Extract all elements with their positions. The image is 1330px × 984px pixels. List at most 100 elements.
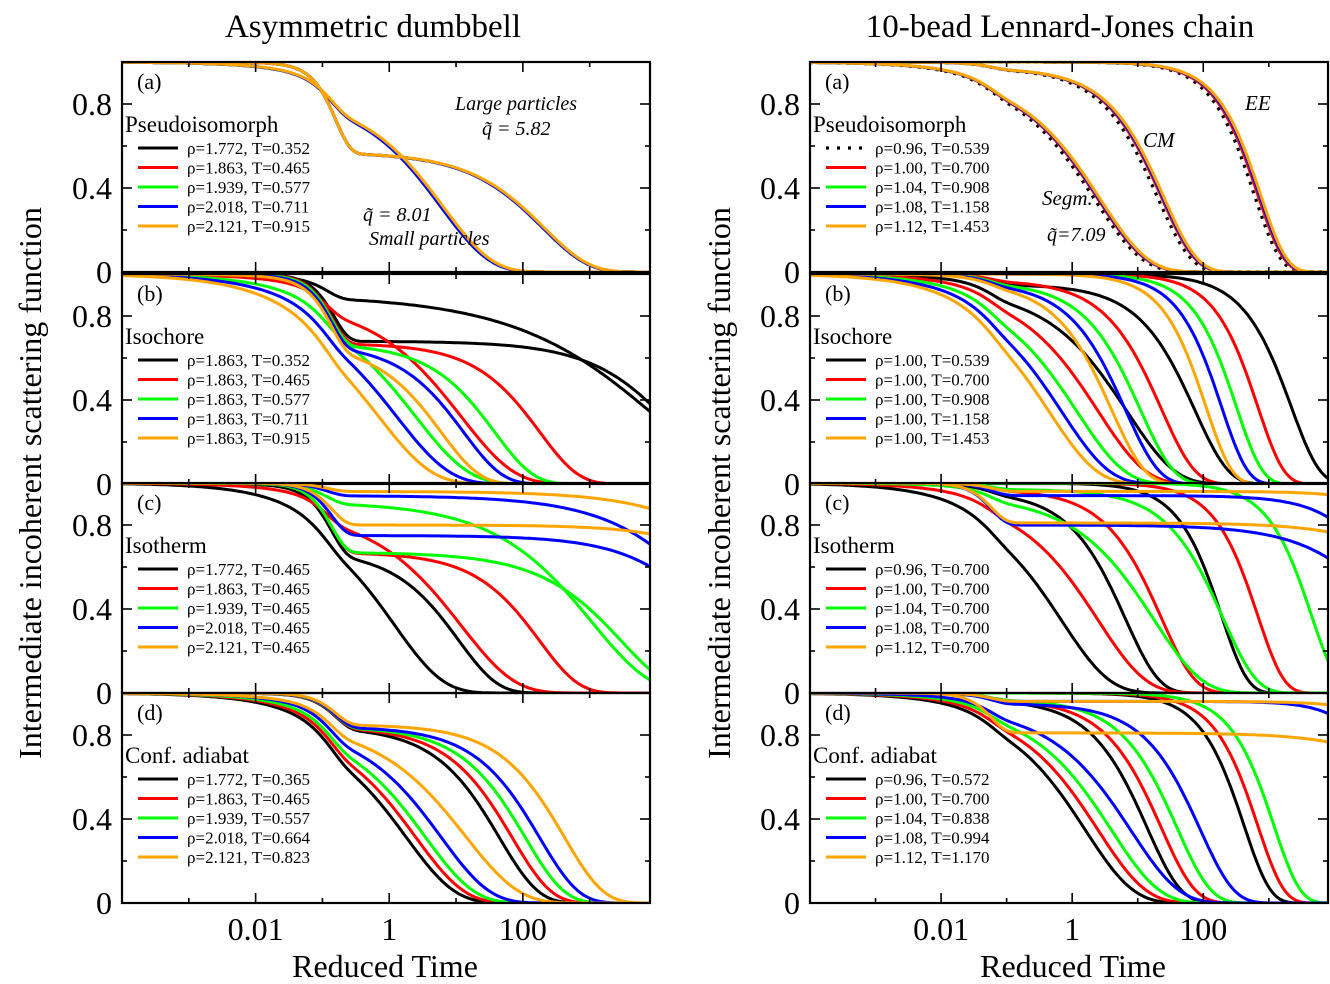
annotation: Segm.: [1042, 186, 1093, 210]
y-tick-label: 0.4: [72, 591, 112, 627]
y-tick-label: 0: [784, 885, 800, 921]
legend-label: ρ=0.96, T=0.572: [875, 770, 990, 789]
legend-label: ρ=1.939, T=0.465: [187, 599, 310, 618]
series-line-5-curve-1: [810, 274, 1328, 484]
y-tick-label: 0.8: [72, 298, 112, 334]
legend-label: ρ=1.772, T=0.352: [187, 139, 310, 158]
x-tick-label: 1: [1064, 911, 1080, 947]
series-line-5-curve-2: [122, 693, 650, 903]
legend-label: ρ=1.863, T=0.465: [187, 790, 310, 809]
series-line-5-curve-2: [122, 483, 650, 536]
x-tick-label: 100: [499, 911, 547, 947]
panel-name: Pseudoisomorph: [125, 112, 279, 137]
right-figure-title: 10-bead Lennard-Jones chain: [866, 9, 1255, 45]
y-tick-label: 0.8: [72, 717, 112, 753]
legend-label: ρ=0.96, T=0.539: [875, 139, 990, 158]
series-line-2-curve-1: [810, 274, 1328, 484]
panel-tag: (d): [825, 700, 851, 725]
panel-name: Conf. adiabat: [813, 743, 938, 768]
x-tick-label: 100: [1179, 911, 1227, 947]
annotation: q̃ = 5.82: [482, 118, 551, 140]
series-line-5-curve-1: [810, 62, 1328, 272]
y-tick-label: 0: [96, 466, 112, 502]
y-tick-label: 0: [96, 885, 112, 921]
series-line-4-curve-2: [122, 693, 650, 903]
legend-label: ρ=2.121, T=0.915: [187, 217, 310, 236]
legend-label: ρ=1.863, T=0.915: [187, 429, 310, 448]
legend-label: ρ=2.121, T=0.465: [187, 638, 310, 657]
legend-label: ρ=1.863, T=0.465: [187, 580, 310, 599]
y-tick-label: 0.4: [760, 170, 800, 206]
x-tick-label: 0.01: [228, 911, 284, 947]
y-tick-label: 0.8: [760, 86, 800, 122]
x-tick-label: 0.01: [913, 911, 969, 947]
annotation: Large particles: [454, 93, 577, 115]
legend-label: ρ=1.00, T=1.158: [875, 410, 990, 429]
y-tick-label: 0.8: [760, 717, 800, 753]
series-line-2-curve-1: [810, 483, 1328, 693]
legend-label: ρ=1.12, T=0.700: [875, 638, 990, 657]
y-tick-label: 0.4: [760, 801, 800, 837]
panel-name: Isotherm: [813, 533, 895, 558]
panel-frame: [808, 60, 1330, 274]
panel-tag: (a): [137, 69, 161, 94]
y-tick-label: 0.4: [72, 382, 112, 418]
panel-tag: (b): [137, 281, 163, 306]
legend-label: ρ=1.863, T=0.577: [187, 390, 311, 409]
legend-label: ρ=1.863, T=0.352: [187, 351, 310, 370]
series-line-3-curve-1: [810, 274, 1328, 484]
y-tick-label: 0: [96, 254, 112, 290]
series-line-5-curve-3: [810, 274, 1328, 484]
y-tick-label: 0.4: [760, 382, 800, 418]
panel-right-c: 0 0.4 0.8 (c) Isotherm ρ=0.96, T=0.700ρ=1.00,…: [760, 481, 1330, 711]
panel-tag: (d): [137, 700, 163, 725]
series-line-4-curve-1: [122, 483, 650, 546]
y-tick-label: 0: [96, 675, 112, 711]
panel-name: Pseudoisomorph: [813, 112, 967, 137]
series-line-4-curve-1: [122, 274, 650, 484]
left-y-axis-label: Intermediate incoherent scattering funct…: [12, 207, 48, 759]
y-tick-label: 0: [784, 466, 800, 502]
annotation: q̃ = 8.01: [363, 204, 432, 226]
annotation: EE: [1244, 91, 1271, 115]
panel-tag: (c): [825, 490, 849, 515]
series-line-1-curve-3: [810, 62, 1328, 272]
panel-frame: [808, 691, 1330, 905]
legend-label: ρ=1.939, T=0.557: [187, 809, 311, 828]
series-line-3-curve-1: [122, 274, 650, 484]
annotation: CM: [1143, 128, 1176, 152]
series-line-4-curve-1: [810, 274, 1328, 484]
panel-tag: (b): [825, 281, 851, 306]
legend-label: ρ=1.00, T=0.700: [875, 580, 990, 599]
legend-label: ρ=1.863, T=0.465: [187, 371, 310, 390]
y-tick-label: 0.8: [72, 86, 112, 122]
legend-label: ρ=1.08, T=0.994: [875, 829, 990, 848]
right-x-axis-label: Reduced Time: [980, 948, 1166, 984]
annotation: Small particles: [369, 228, 490, 250]
legend-label: ρ=1.04, T=0.838: [875, 809, 990, 828]
y-tick-label: 0.8: [760, 507, 800, 543]
series-line-1-curve-1: [122, 483, 650, 693]
legend-label: ρ=2.018, T=0.711: [187, 198, 309, 217]
legend-label: ρ=1.00, T=1.453: [875, 429, 990, 448]
legend-label: ρ=1.04, T=0.908: [875, 178, 990, 197]
left-figure-title: Asymmetric dumbbell: [225, 9, 521, 45]
legend-label: ρ=1.08, T=0.700: [875, 619, 990, 638]
panel-tag: (a): [825, 69, 849, 94]
series-line-1-curve-1: [810, 483, 1328, 693]
y-tick-label: 0: [784, 675, 800, 711]
series-line-5-curve-1: [122, 62, 650, 272]
legend-label: ρ=1.772, T=0.365: [187, 770, 310, 789]
panel-name: Isochore: [125, 324, 204, 349]
y-tick-label: 0.4: [72, 801, 112, 837]
legend-label: ρ=1.00, T=0.539: [875, 351, 990, 370]
plot-area: 0 0.4 0.8 (a) Pseudoisomorph ρ=1.772, T=0.352…: [72, 60, 1330, 947]
panel-right-d: 0 0.4 0.8 0.01 1 100 (d) Conf. adiabat ρ=0.96, T…: [760, 691, 1330, 947]
series-line-4-curve-2: [810, 693, 1328, 903]
legend-label: ρ=2.121, T=0.823: [187, 848, 310, 867]
panel-name: Isotherm: [125, 533, 207, 558]
series-line-5-curve-1: [122, 483, 650, 511]
